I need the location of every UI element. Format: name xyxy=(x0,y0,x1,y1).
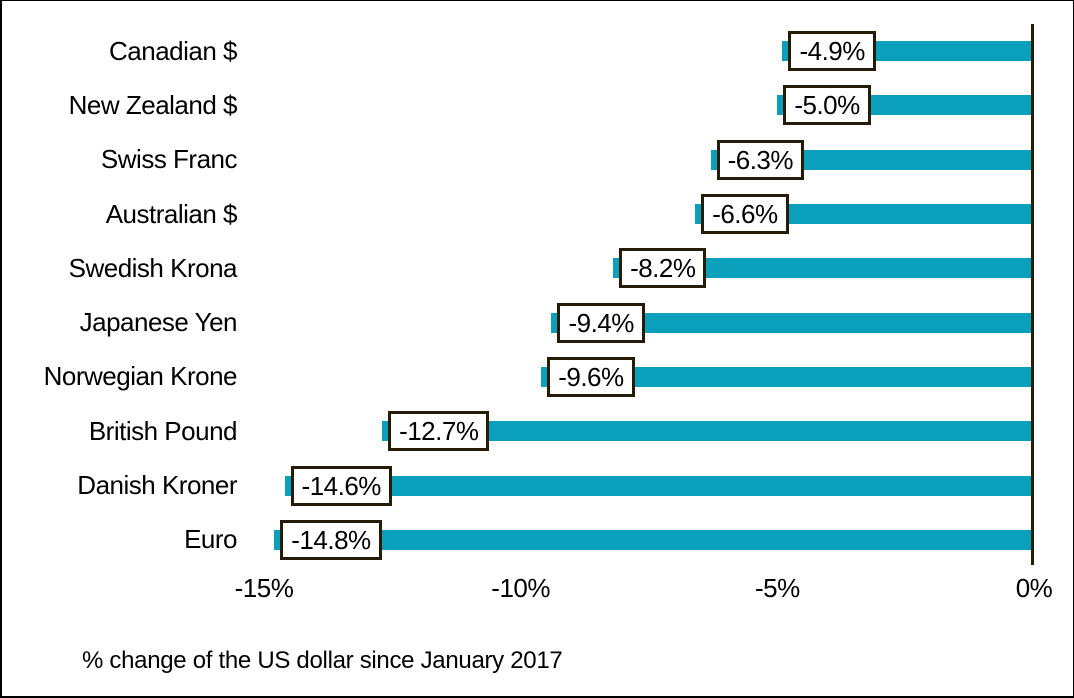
zero-axis-line xyxy=(1031,24,1034,565)
bar xyxy=(382,421,1034,442)
chart-row: Norwegian Krone -9.6% xyxy=(2,350,1034,404)
row-plot: -9.6% xyxy=(252,350,1034,404)
value-label-box: -12.7% xyxy=(388,411,490,452)
row-plot: -14.6% xyxy=(252,458,1034,512)
category-label: New Zealand $ xyxy=(68,89,238,120)
chart-row: New Zealand $ -5.0% xyxy=(2,78,1034,132)
category-label: Canadian $ xyxy=(109,35,238,66)
row-plot: -6.3% xyxy=(252,133,1034,187)
row-plot: -4.9% xyxy=(252,24,1034,78)
category-label: Australian $ xyxy=(105,198,238,229)
chart-row: Swedish Krona -8.2% xyxy=(2,241,1034,295)
x-tick-label: -15% xyxy=(234,573,294,603)
row-plot: -8.2% xyxy=(252,241,1034,295)
bar xyxy=(274,529,1034,550)
x-tick-label: -10% xyxy=(491,573,551,603)
chart-row: Swiss Franc -6.3% xyxy=(2,133,1034,187)
value-label-box: -6.3% xyxy=(716,139,805,180)
chart-row: Danish Kroner -14.6% xyxy=(2,458,1034,512)
bar xyxy=(541,366,1034,387)
value-label-box: -14.8% xyxy=(280,519,382,560)
chart-row: British Pound -12.7% xyxy=(2,404,1034,458)
category-label: Euro xyxy=(184,524,237,555)
value-label-box: -14.6% xyxy=(290,465,392,506)
x-tick-label: -5% xyxy=(754,573,800,603)
value-label-box: -8.2% xyxy=(619,248,707,289)
category-label: Swedish Krona xyxy=(68,252,238,283)
chart-row: Euro -14.8% xyxy=(2,513,1034,567)
category-label: Swiss Franc xyxy=(100,144,238,175)
value-label-box: -9.6% xyxy=(547,356,635,397)
value-label-box: -5.0% xyxy=(783,85,871,126)
chart-row: Japanese Yen -9.4% xyxy=(2,295,1034,349)
chart-row: Canadian $ -4.9% xyxy=(2,24,1034,78)
bar xyxy=(613,258,1034,279)
x-axis-ticks: -15% -10% -5% 0% xyxy=(2,573,1073,607)
row-plot: -9.4% xyxy=(252,295,1034,349)
value-label-box: -4.9% xyxy=(788,31,876,72)
row-plot: -5.0% xyxy=(252,78,1034,132)
value-label-box: -6.6% xyxy=(701,194,789,235)
category-label: British Pound xyxy=(88,415,238,446)
value-label-box: -9.4% xyxy=(557,302,645,343)
bar xyxy=(284,475,1034,496)
category-label: Danish Kroner xyxy=(77,470,237,501)
row-plot: -14.8% xyxy=(252,513,1034,567)
category-label: Norwegian Krone xyxy=(43,361,238,392)
row-plot: -6.6% xyxy=(252,187,1034,241)
chart-row: Australian $ -6.6% xyxy=(2,187,1034,241)
axis-caption: % change of the US dollar since January … xyxy=(82,647,563,674)
row-plot: -12.7% xyxy=(252,404,1034,458)
x-tick-label: 0% xyxy=(1015,573,1053,603)
plot-rows: Canadian $ -4.9% New Zealand $ -5.0% Swi… xyxy=(2,24,1034,567)
category-label: Japanese Yen xyxy=(79,307,238,338)
bar xyxy=(551,312,1034,333)
